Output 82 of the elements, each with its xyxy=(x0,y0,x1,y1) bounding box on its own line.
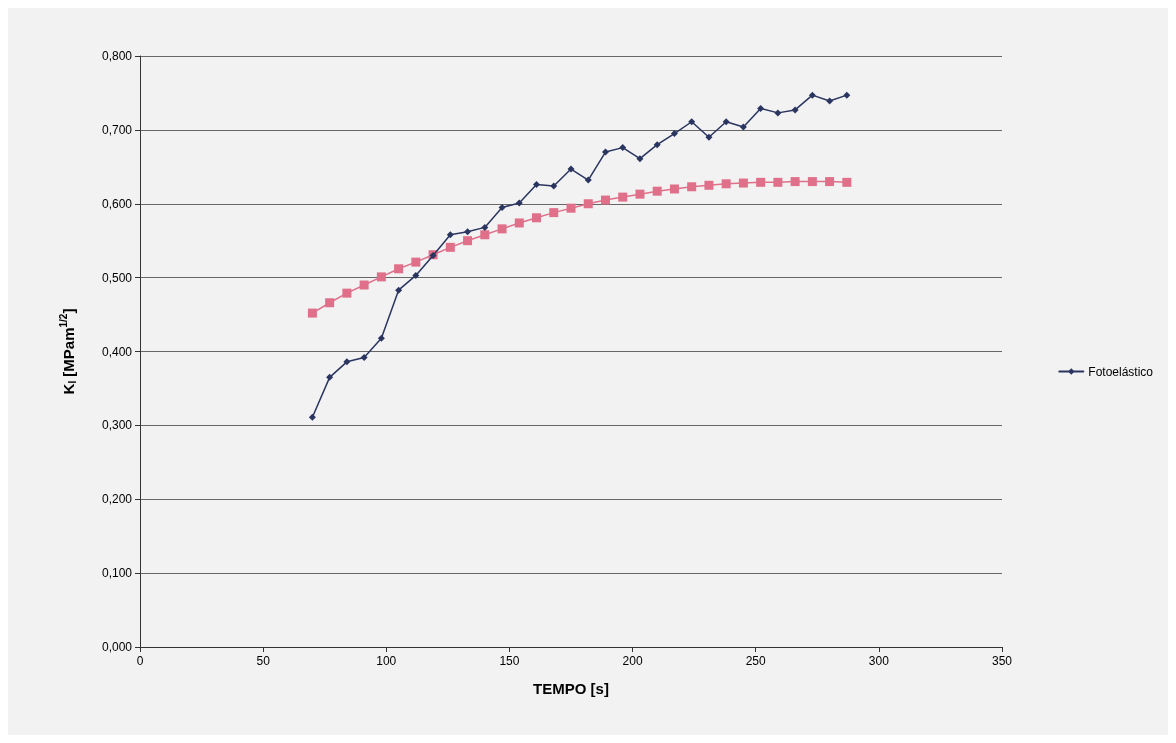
point xyxy=(600,195,610,205)
point xyxy=(774,109,782,117)
point xyxy=(826,97,834,105)
point xyxy=(464,228,472,236)
point xyxy=(411,257,421,267)
y-tick-label: 0,000 xyxy=(101,640,133,654)
y-tick-label: 0,600 xyxy=(101,196,133,211)
x-tick-label: 350 xyxy=(991,654,1013,668)
point xyxy=(790,177,800,187)
point xyxy=(567,165,575,173)
point xyxy=(359,280,369,290)
point xyxy=(653,141,661,149)
point xyxy=(669,184,679,194)
point xyxy=(618,192,628,202)
point xyxy=(825,177,835,187)
point xyxy=(619,144,627,152)
point xyxy=(377,334,385,342)
point xyxy=(636,155,644,163)
point xyxy=(308,413,316,421)
point xyxy=(532,213,542,223)
x-axis-title: TEMPO [s] xyxy=(533,680,609,697)
point xyxy=(394,264,404,274)
x-tick-label: 100 xyxy=(376,654,397,668)
point xyxy=(566,203,576,213)
x-tick-label: 200 xyxy=(622,654,643,668)
point xyxy=(463,236,473,246)
y-tick-label: 0,400 xyxy=(101,344,133,359)
point xyxy=(514,218,524,228)
point xyxy=(497,224,507,234)
point xyxy=(843,91,851,99)
point xyxy=(480,230,490,240)
y-tick-label: 0,100 xyxy=(101,566,133,581)
point xyxy=(550,182,558,190)
point xyxy=(721,179,731,189)
x-tick-label: 150 xyxy=(499,654,520,668)
point xyxy=(688,118,696,126)
y-tick-label: 0,700 xyxy=(101,122,133,137)
point xyxy=(395,286,403,294)
point xyxy=(481,223,489,231)
point xyxy=(360,353,368,361)
x-tick-label: 300 xyxy=(868,654,890,668)
point xyxy=(842,177,852,187)
point xyxy=(756,177,766,187)
x-tick-label: 250 xyxy=(745,654,767,668)
point xyxy=(791,106,799,114)
y-tick-label: 0,500 xyxy=(101,270,133,285)
point xyxy=(705,133,713,141)
point xyxy=(533,181,541,189)
point xyxy=(549,208,559,218)
point xyxy=(498,203,506,211)
point xyxy=(704,180,714,190)
point xyxy=(343,358,351,366)
point xyxy=(326,373,334,381)
x-tick-label: 0 xyxy=(136,654,144,668)
legend-label: Fotoelástico xyxy=(1088,364,1154,379)
point xyxy=(412,271,420,279)
point xyxy=(307,308,317,318)
point xyxy=(757,104,765,112)
point xyxy=(807,177,817,187)
point xyxy=(446,231,454,239)
x-tick-label: 50 xyxy=(256,654,271,668)
point xyxy=(445,242,455,252)
point xyxy=(635,189,645,199)
point xyxy=(670,130,678,138)
point xyxy=(687,182,697,192)
y-tick-label: 0,800 xyxy=(101,49,133,63)
point xyxy=(583,199,593,209)
y-tick-label: 0,300 xyxy=(101,418,133,433)
point xyxy=(515,199,523,207)
y-axis-title: KI [MPam1/2] xyxy=(57,308,78,395)
point xyxy=(584,176,592,184)
point xyxy=(601,148,609,156)
point xyxy=(652,186,662,196)
point xyxy=(738,178,748,188)
point xyxy=(325,298,335,308)
point xyxy=(722,118,730,126)
point xyxy=(376,272,386,282)
point xyxy=(773,177,783,187)
y-tick-label: 0,200 xyxy=(101,492,133,507)
point xyxy=(342,288,352,298)
point xyxy=(808,91,816,99)
point xyxy=(739,123,747,131)
